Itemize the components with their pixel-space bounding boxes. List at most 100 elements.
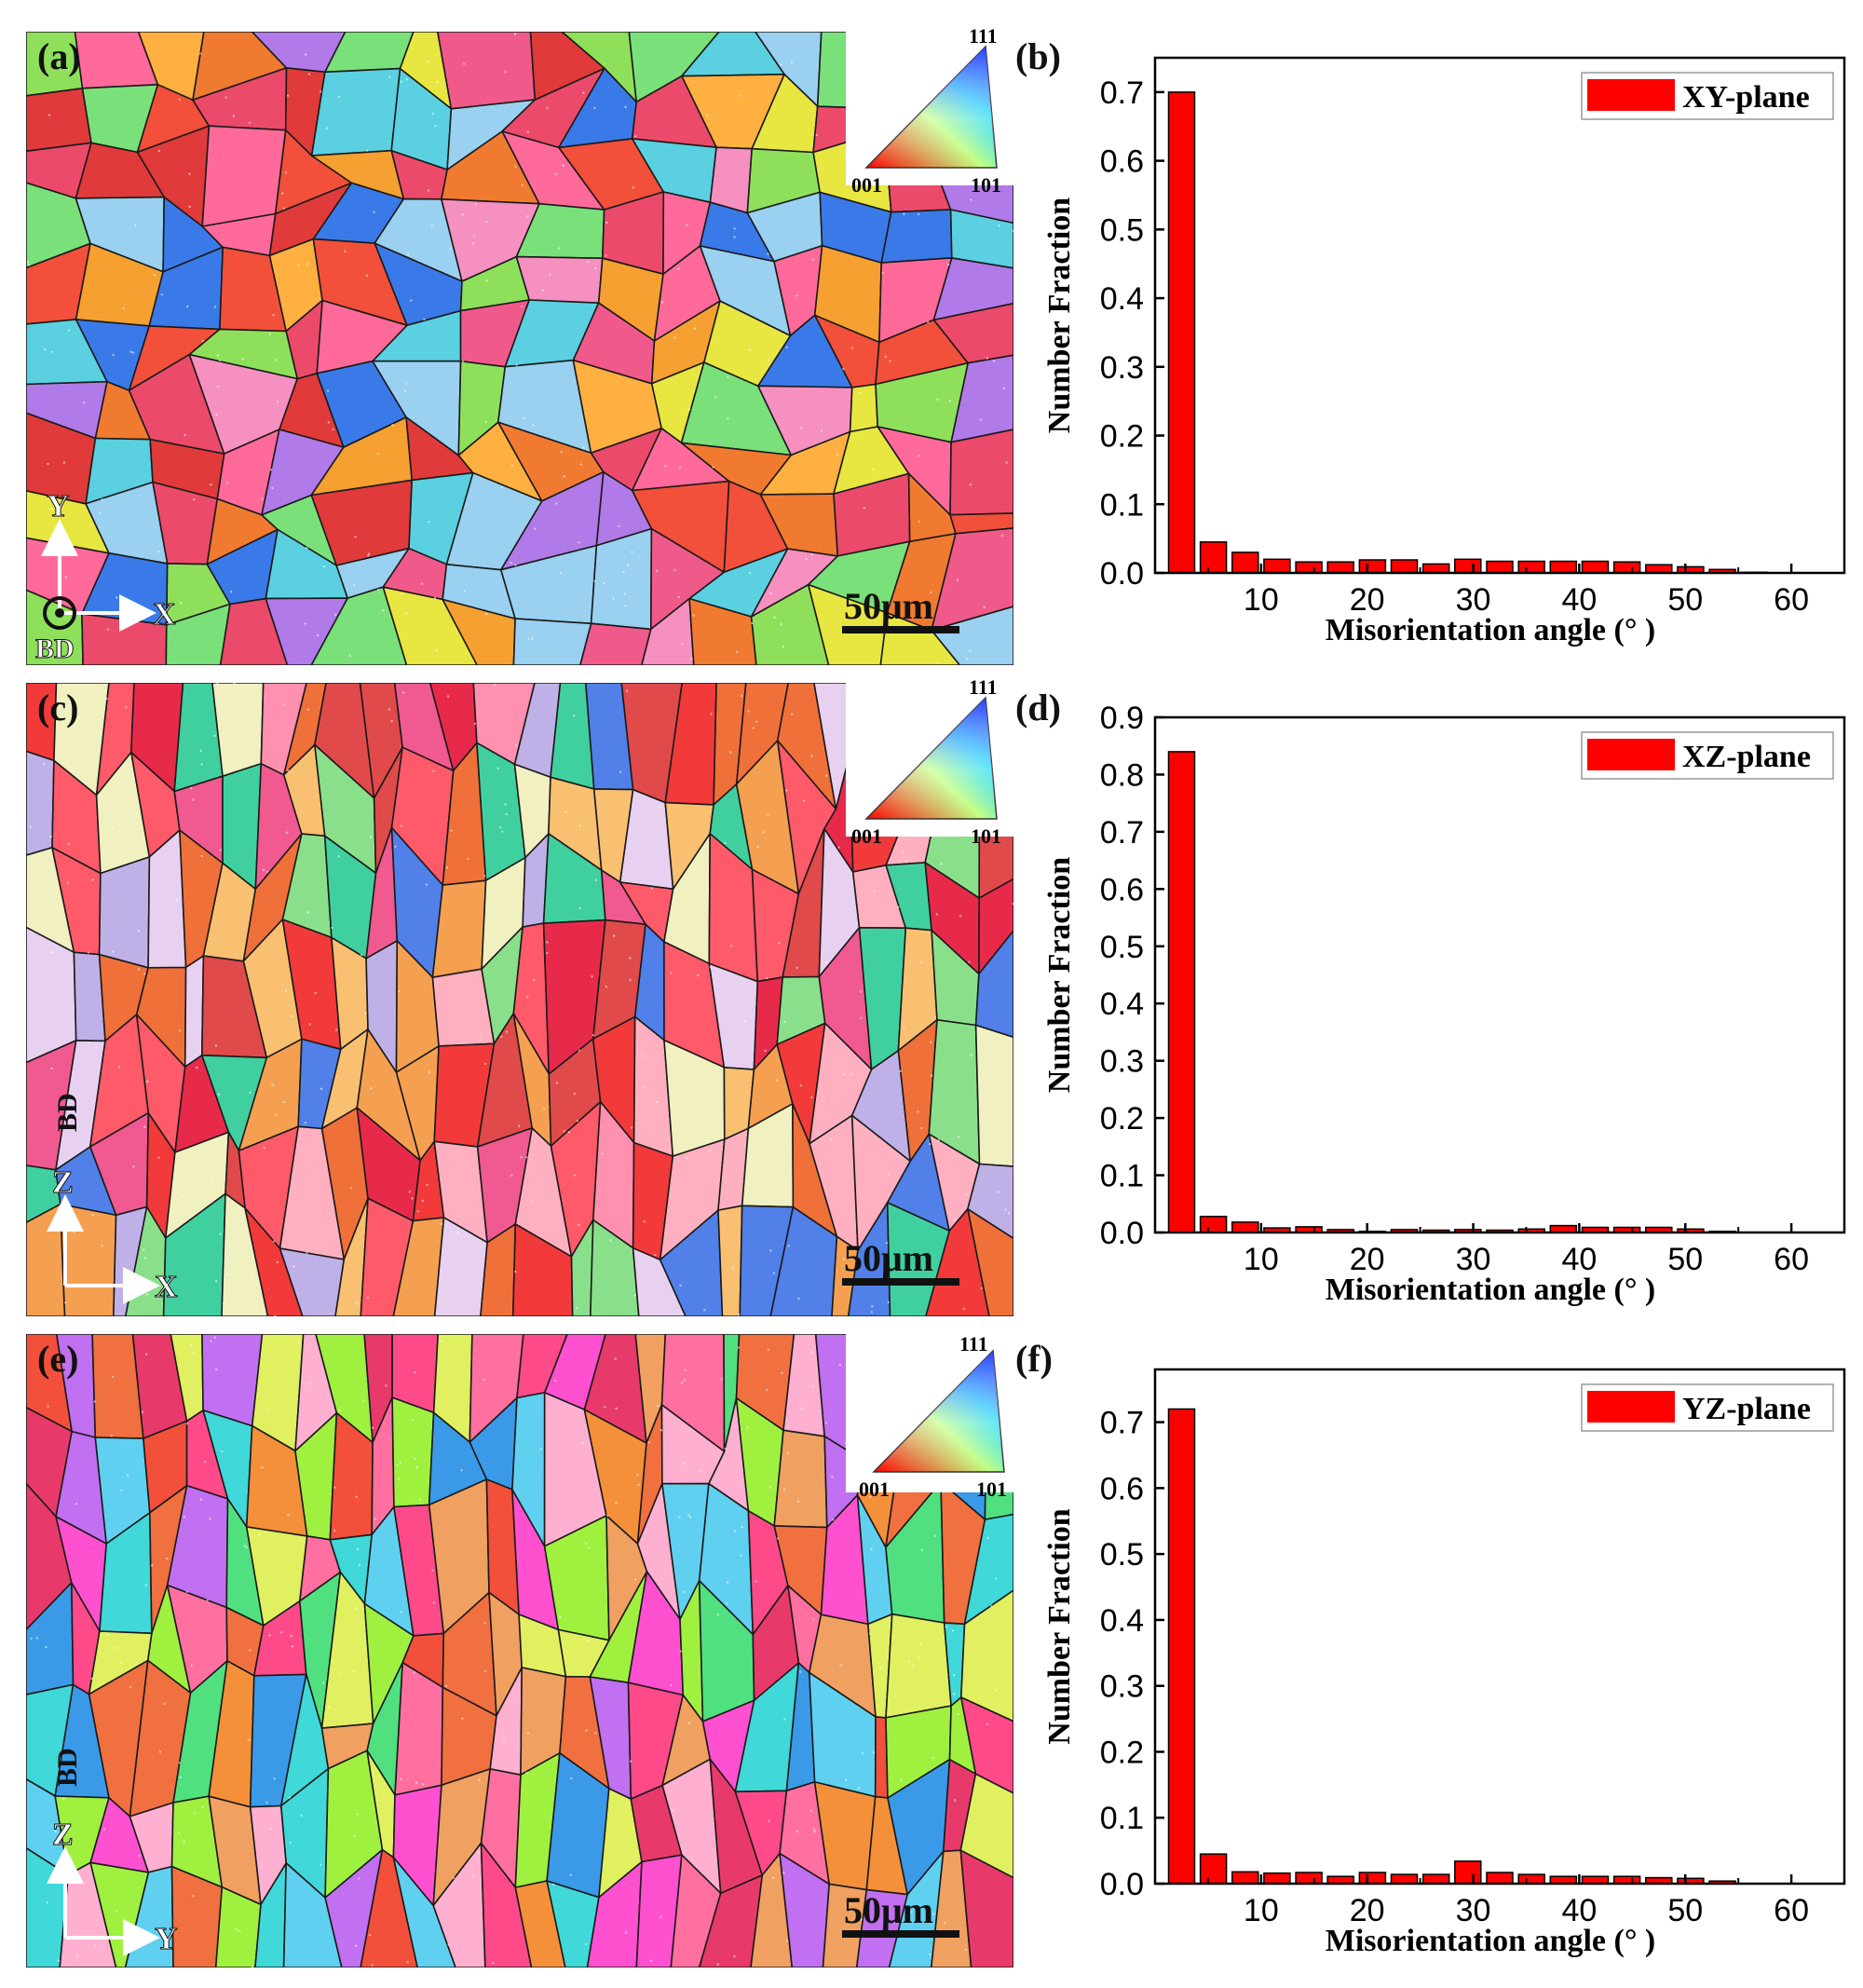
speckle [655,1100,659,1104]
plot-frame [1153,56,1846,575]
speckle [415,1781,418,1784]
speckle [423,318,426,321]
speckle [630,1760,632,1763]
speckle [268,333,271,335]
speckle [624,105,627,109]
speckle [394,845,397,848]
speckle [276,401,279,403]
bar [1263,1872,1291,1885]
bar [1358,559,1387,574]
speckle [953,1693,956,1695]
speckle [871,1305,874,1308]
speckle [944,1922,946,1925]
speckle [740,694,743,698]
speckle [897,905,900,908]
speckle [425,883,428,886]
speckle [796,966,798,969]
bar [1486,1872,1514,1885]
speckle [467,857,469,861]
speckle [132,848,135,851]
speckle [131,351,135,354]
speckle [29,871,32,874]
y-tick-label: 0.2 [1100,419,1144,455]
grain [436,32,537,110]
speckle [186,305,189,308]
speckle [569,1873,572,1877]
speckle [404,612,408,615]
grain [244,1207,304,1316]
speckle [62,461,66,464]
speckle [709,966,712,969]
speckle [525,1771,528,1775]
speckle [796,294,798,297]
speckle [169,1213,171,1217]
speckle [45,1645,48,1649]
speckle [446,695,450,698]
bar [1645,564,1673,574]
speckle [181,1193,184,1197]
bar [1167,751,1196,1233]
speckle [334,613,337,617]
x-axis: 10 20 30 40 50 60 [1206,564,1809,618]
speckle [782,645,785,648]
speckle [604,1406,606,1409]
speckle [780,622,782,626]
speckle [332,428,334,431]
speckle [767,814,769,817]
speckle [445,1684,448,1688]
speckle [190,787,193,790]
y-tick-label: 0.6 [1100,1471,1144,1506]
y-tick-label: 0.4 [1100,281,1144,317]
speckle [249,1091,252,1095]
speckle [766,1388,768,1392]
speckle [269,1828,273,1831]
speckle [525,215,529,218]
grain [635,1854,683,1968]
speckle [306,708,310,711]
speckle [62,1798,65,1801]
speckle [930,1041,932,1043]
speckle [369,836,373,838]
speckle [681,642,684,646]
speckle [945,1626,947,1628]
grain [310,67,401,157]
speckle [518,1124,521,1127]
x-tick-label: 20 [1350,582,1385,618]
speckle [282,1100,286,1104]
speckle [714,396,717,399]
x-tick-label: 30 [1456,582,1491,618]
bar [1581,560,1610,574]
speckle [505,812,509,816]
speckle [206,1599,209,1601]
legend-swatch [1587,1391,1675,1423]
speckle [929,1953,932,1956]
bar [1199,541,1228,574]
speckle [679,1284,682,1287]
speckle [778,942,781,945]
speckle [593,579,596,583]
speckle [224,1147,227,1150]
ebsd-map-canvas [26,683,1013,1316]
speckle [546,951,549,955]
speckle [838,1363,841,1367]
speckle [672,1809,674,1812]
speckle [830,1137,833,1141]
x-tick-label: 10 [1244,1893,1279,1928]
speckle [157,550,160,553]
speckle [406,1960,409,1964]
speckle [900,1779,903,1782]
speckle [578,1223,580,1226]
grain [932,257,1013,321]
bar [1231,1221,1259,1233]
speckle [146,1080,149,1083]
speckle [331,926,333,930]
scale-bar: 50μm [842,1237,959,1286]
speckle [371,1964,374,1967]
speckle [930,1074,933,1077]
speckle [461,1717,464,1720]
speckle [416,1210,419,1213]
speckle [514,1270,517,1273]
speckle [738,1314,741,1316]
speckle [297,264,300,267]
speckle [463,590,467,592]
